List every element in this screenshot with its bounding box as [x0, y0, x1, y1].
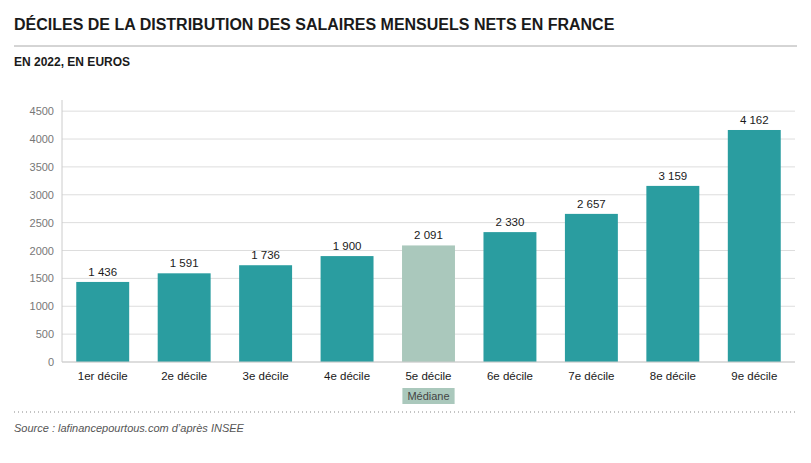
data-label: 3 159 — [658, 170, 687, 182]
source: Source : lafinancepourtous.com d’après I… — [14, 422, 245, 434]
grid-line — [62, 166, 795, 167]
bar — [728, 130, 781, 362]
data-label: 2 330 — [496, 216, 525, 228]
y-tick-label: 500 — [36, 328, 54, 340]
y-tick-label: 0 — [48, 356, 54, 368]
y-tick-label: 4000 — [30, 133, 54, 145]
bar — [402, 245, 455, 362]
bar — [646, 186, 699, 362]
grid-line — [62, 111, 795, 112]
x-tick-label: 4e décile — [324, 370, 370, 382]
data-label: 2 091 — [414, 229, 443, 241]
annotation: Médiane — [402, 388, 454, 404]
bar — [565, 214, 618, 362]
x-tick-label: 8e décile — [650, 370, 696, 382]
x-axis-line — [62, 362, 795, 363]
x-tick-label: 5e décile — [405, 370, 451, 382]
data-label: 4 162 — [740, 114, 769, 126]
y-axis: 0 500 1000 1500 2000 2500 3000 3500 4000 4500 — [30, 100, 795, 368]
background — [0, 0, 811, 463]
x-axis: 1er décile 2e décile 3e décile 4e décile 5e … — [78, 370, 778, 382]
data-label: 1 900 — [333, 240, 362, 252]
x-tick-label: 3e décile — [243, 370, 289, 382]
x-tick-label: 1er décile — [78, 370, 128, 382]
data-label: 2 657 — [577, 198, 606, 210]
x-tick-label: 6e décile — [487, 370, 533, 382]
y-tick-label: 2500 — [30, 217, 54, 229]
y-tick-label: 3000 — [30, 189, 54, 201]
bars — [76, 130, 780, 362]
chart: DÉCILES DE LA DISTRIBUTION DES SALAIRES … — [0, 0, 811, 463]
data-label: 1 736 — [251, 249, 280, 261]
title: DÉCILES DE LA DISTRIBUTION DES SALAIRES … — [14, 15, 615, 33]
data-label: 1 591 — [170, 257, 199, 269]
bar — [158, 273, 211, 362]
y-tick-label: 4500 — [30, 105, 54, 117]
data-labels: 1 436 1 591 1 736 1 900 2 091 2 330 2 657 3 159… — [88, 114, 768, 278]
bar — [76, 282, 129, 362]
y-tick-label: 2000 — [30, 245, 54, 257]
footer-rule — [14, 412, 797, 413]
data-label: 1 436 — [88, 266, 117, 278]
x-tick-label: 2e décile — [161, 370, 207, 382]
subtitle: EN 2022, EN EUROS — [14, 55, 130, 69]
bar — [239, 265, 292, 362]
y-tick-label: 1000 — [30, 300, 54, 312]
x-tick-label: 7e décile — [568, 370, 614, 382]
annotation-text: Médiane — [407, 390, 449, 402]
y-tick-label: 3500 — [30, 161, 54, 173]
bar — [321, 256, 374, 362]
bar — [483, 232, 536, 362]
grid-line — [62, 362, 795, 363]
grid-line — [62, 139, 795, 140]
annotation-box — [402, 388, 454, 404]
y-axis-line — [62, 100, 63, 362]
x-tick-label: 9e décile — [731, 370, 777, 382]
title-rule — [14, 46, 797, 47]
y-tick-label: 1500 — [30, 272, 54, 284]
